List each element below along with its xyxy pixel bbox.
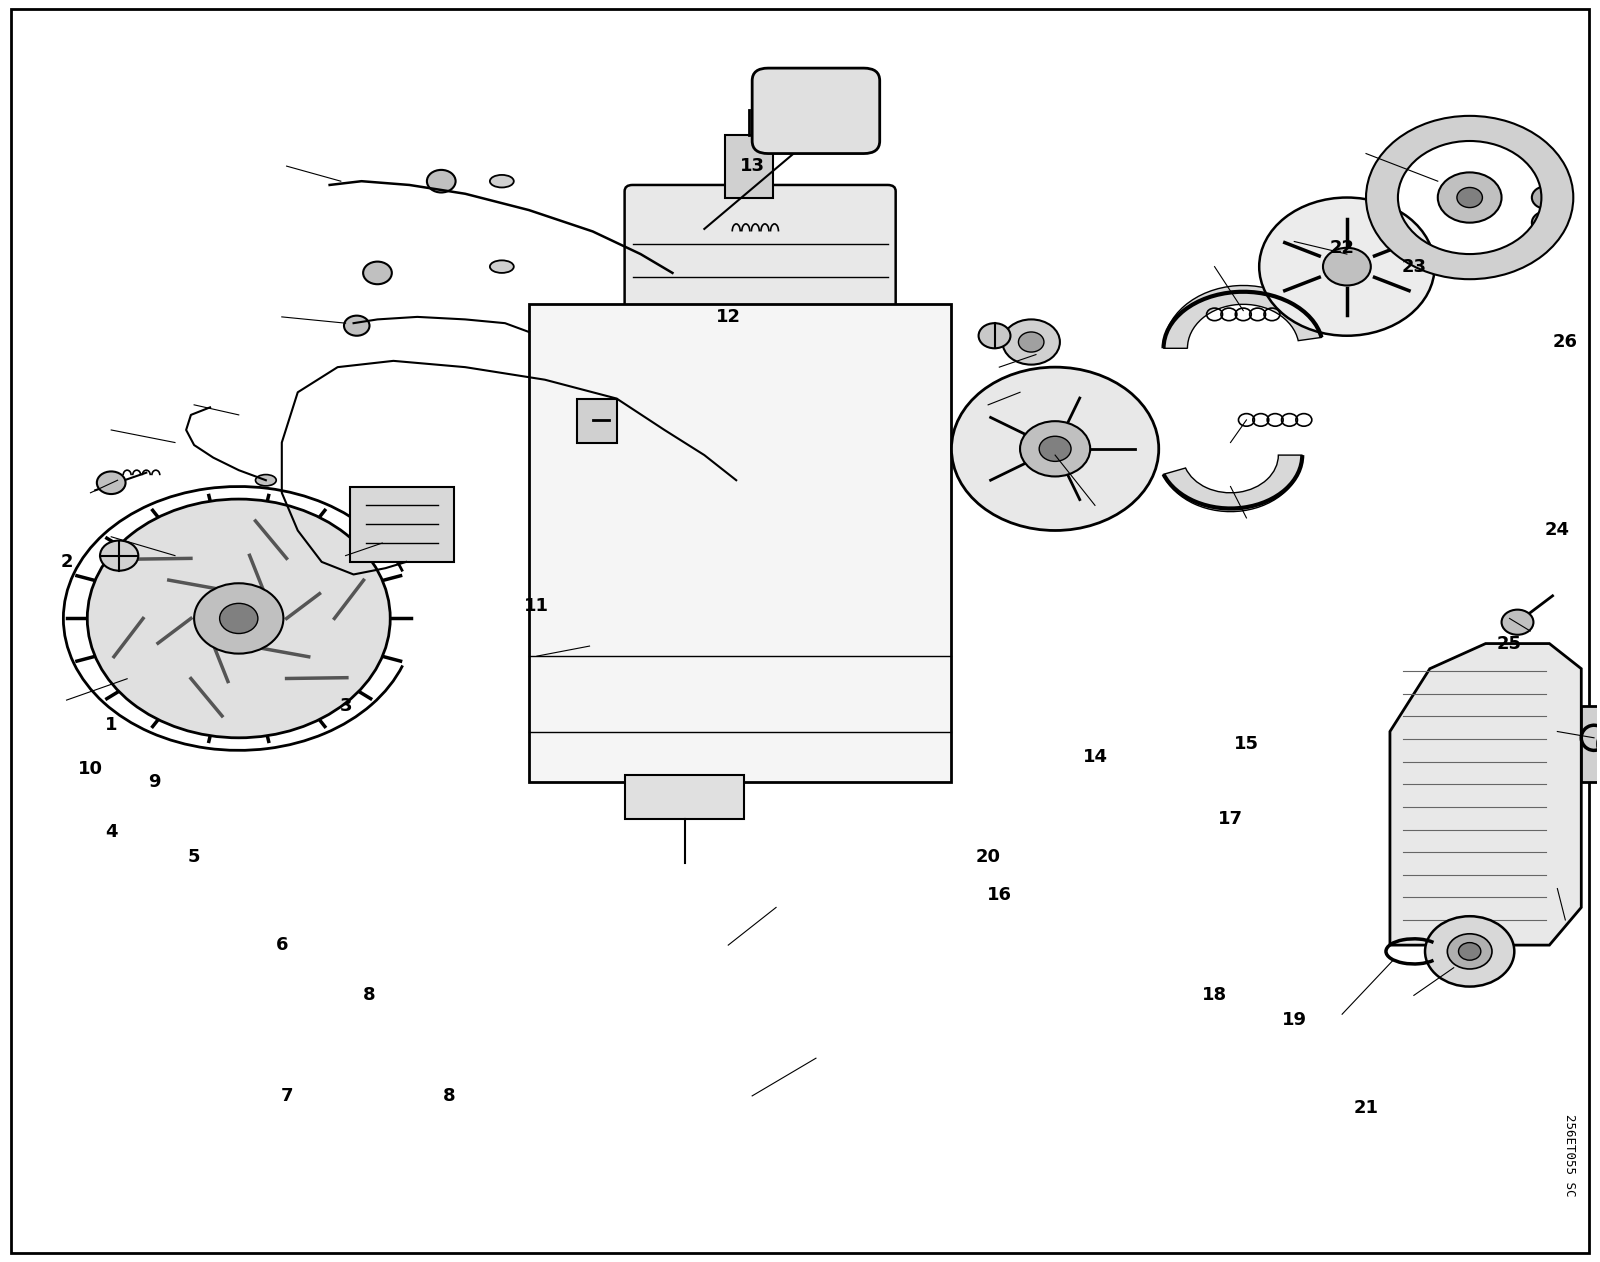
Text: 17: 17: [1218, 810, 1243, 828]
Text: 3: 3: [339, 698, 352, 716]
Bar: [1581, 707, 1600, 781]
Bar: [725, 135, 773, 198]
FancyBboxPatch shape: [752, 68, 880, 154]
Circle shape: [725, 543, 757, 568]
Text: 256ET055 SC: 256ET055 SC: [1563, 1114, 1576, 1196]
Circle shape: [1003, 319, 1059, 365]
Text: 21: 21: [1354, 1099, 1379, 1117]
Circle shape: [101, 540, 138, 570]
Circle shape: [1501, 610, 1533, 635]
Text: 18: 18: [1202, 987, 1227, 1005]
Text: 12: 12: [715, 308, 741, 326]
Bar: [576, 399, 616, 443]
Ellipse shape: [728, 363, 792, 395]
Ellipse shape: [490, 260, 514, 273]
Text: 19: 19: [1282, 1012, 1307, 1030]
Text: 26: 26: [1554, 333, 1578, 351]
Text: 16: 16: [987, 886, 1011, 904]
Text: 8: 8: [443, 1087, 456, 1106]
Circle shape: [427, 170, 456, 193]
Text: 9: 9: [147, 772, 160, 791]
Circle shape: [1597, 719, 1600, 770]
Bar: [624, 775, 744, 819]
Circle shape: [1448, 934, 1491, 969]
Text: 8: 8: [363, 987, 376, 1005]
Circle shape: [1019, 332, 1043, 352]
Bar: [530, 304, 952, 781]
Text: 20: 20: [976, 848, 1000, 866]
Circle shape: [1021, 422, 1090, 477]
Circle shape: [88, 498, 390, 738]
Text: 5: 5: [187, 848, 200, 866]
Text: 14: 14: [1083, 747, 1107, 766]
Circle shape: [1038, 437, 1070, 462]
Circle shape: [1426, 916, 1514, 987]
Ellipse shape: [256, 475, 277, 486]
Text: 24: 24: [1546, 521, 1570, 539]
Circle shape: [363, 261, 392, 284]
Text: 23: 23: [1402, 257, 1426, 275]
FancyBboxPatch shape: [624, 186, 896, 536]
Circle shape: [1323, 247, 1371, 285]
Circle shape: [1438, 173, 1501, 222]
Circle shape: [1259, 198, 1435, 336]
Text: 7: 7: [280, 1087, 293, 1106]
Text: 13: 13: [739, 156, 765, 175]
Text: 4: 4: [106, 823, 117, 840]
Circle shape: [194, 583, 283, 654]
Circle shape: [1458, 188, 1483, 207]
Text: 10: 10: [78, 760, 102, 779]
Text: 15: 15: [1234, 734, 1259, 753]
Circle shape: [1531, 187, 1560, 208]
Circle shape: [701, 524, 781, 587]
Circle shape: [952, 367, 1158, 530]
Wedge shape: [1366, 116, 1573, 279]
Circle shape: [344, 316, 370, 336]
Circle shape: [98, 472, 125, 493]
Wedge shape: [1163, 456, 1302, 511]
Polygon shape: [1390, 644, 1581, 945]
Polygon shape: [554, 317, 928, 757]
Ellipse shape: [490, 175, 514, 188]
Wedge shape: [1163, 285, 1322, 348]
Text: 11: 11: [525, 597, 549, 615]
Circle shape: [219, 603, 258, 634]
Circle shape: [1459, 943, 1482, 960]
Text: 1: 1: [106, 717, 117, 734]
Bar: [350, 487, 454, 562]
Text: 22: 22: [1330, 239, 1355, 256]
Circle shape: [1531, 211, 1560, 233]
Text: 2: 2: [61, 553, 74, 570]
FancyBboxPatch shape: [11, 9, 1589, 1253]
Text: 25: 25: [1498, 635, 1522, 652]
Text: 6: 6: [275, 936, 288, 954]
Circle shape: [979, 323, 1011, 348]
